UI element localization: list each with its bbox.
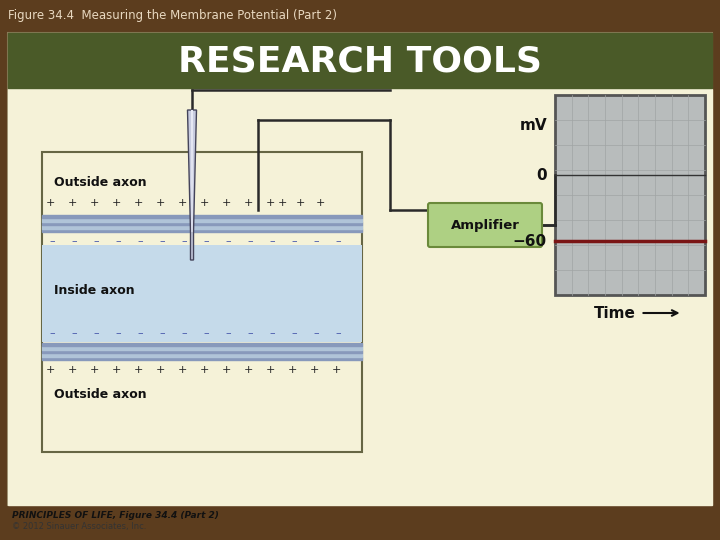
Polygon shape [187, 110, 197, 260]
Bar [42, 152, 362, 452]
Text: –: – [336, 236, 345, 246]
Text: –: – [314, 236, 323, 246]
Text: +: + [310, 365, 319, 375]
Text: Outside axon: Outside axon [54, 176, 147, 188]
Text: –: – [72, 236, 81, 246]
Text: +: + [89, 198, 99, 208]
Text: +: + [112, 198, 121, 208]
Text: +: + [295, 198, 305, 208]
Bar [42, 346, 362, 350]
Text: +: + [265, 365, 275, 375]
Polygon shape [191, 110, 193, 232]
Text: +: + [243, 198, 253, 208]
Text: +: + [45, 365, 55, 375]
Text: –: – [204, 328, 213, 338]
Text: Time: Time [594, 306, 636, 321]
Text: 0: 0 [536, 167, 547, 183]
Text: PRINCIPLES OF LIFE, Figure 34.4 (Part 2): PRINCIPLES OF LIFE, Figure 34.4 (Part 2) [12, 511, 219, 521]
Bar [8, 89, 712, 505]
Text: –: – [270, 328, 279, 338]
Bar [42, 225, 362, 228]
Text: –: – [292, 328, 301, 338]
Text: +: + [221, 198, 230, 208]
Bar [42, 222, 362, 225]
Bar [42, 245, 362, 342]
Text: −60: −60 [513, 233, 547, 248]
Text: +: + [243, 365, 253, 375]
Text: –: – [160, 236, 169, 246]
Text: +: + [177, 365, 186, 375]
Text: –: – [182, 328, 191, 338]
Text: –: – [94, 236, 103, 246]
Bar [0, 0, 720, 30]
Text: +: + [331, 365, 341, 375]
Bar [42, 350, 362, 353]
Text: RESEARCH TOOLS: RESEARCH TOOLS [178, 44, 542, 78]
Bar [8, 33, 712, 88]
Text: © 2012 Sinauer Associates, Inc.: © 2012 Sinauer Associates, Inc. [12, 522, 146, 530]
Text: –: – [336, 328, 345, 338]
Text: +: + [177, 198, 186, 208]
Text: Figure 34.4  Measuring the Membrane Potential (Part 2): Figure 34.4 Measuring the Membrane Poten… [8, 9, 337, 22]
Bar [42, 343, 362, 346]
Bar [42, 353, 362, 356]
Text: –: – [292, 236, 301, 246]
Text: +: + [156, 198, 165, 208]
Text: +: + [265, 198, 275, 208]
Text: +: + [287, 365, 297, 375]
Bar [42, 215, 362, 218]
Text: +: + [89, 365, 99, 375]
Text: +: + [199, 365, 209, 375]
Bar [8, 33, 712, 505]
Text: –: – [270, 236, 279, 246]
Text: +: + [315, 198, 325, 208]
Text: +: + [133, 365, 143, 375]
Text: +: + [221, 365, 230, 375]
Text: mV: mV [519, 118, 547, 132]
Text: Amplifier: Amplifier [451, 219, 519, 232]
Text: –: – [50, 236, 59, 246]
Text: –: – [204, 236, 213, 246]
Bar [42, 228, 362, 232]
Text: –: – [248, 328, 257, 338]
Text: +: + [199, 198, 209, 208]
Text: –: – [94, 328, 103, 338]
Text: –: – [116, 328, 125, 338]
Text: –: – [160, 328, 169, 338]
Text: –: – [226, 236, 235, 246]
Text: –: – [50, 328, 59, 338]
Text: +: + [112, 365, 121, 375]
Text: –: – [138, 236, 147, 246]
Text: +: + [156, 365, 165, 375]
FancyBboxPatch shape [428, 203, 542, 247]
Text: +: + [133, 198, 143, 208]
Text: –: – [182, 236, 191, 246]
Text: +: + [277, 198, 287, 208]
Text: Inside axon: Inside axon [54, 284, 135, 296]
Text: +: + [45, 198, 55, 208]
Bar [555, 95, 705, 295]
Text: –: – [72, 328, 81, 338]
Text: –: – [314, 328, 323, 338]
Text: –: – [248, 236, 257, 246]
Text: –: – [226, 328, 235, 338]
Text: +: + [67, 198, 77, 208]
Text: +: + [67, 365, 77, 375]
Text: Outside axon: Outside axon [54, 388, 147, 402]
Text: –: – [116, 236, 125, 246]
Bar [42, 218, 362, 222]
Bar [42, 356, 362, 360]
Text: –: – [138, 328, 147, 338]
